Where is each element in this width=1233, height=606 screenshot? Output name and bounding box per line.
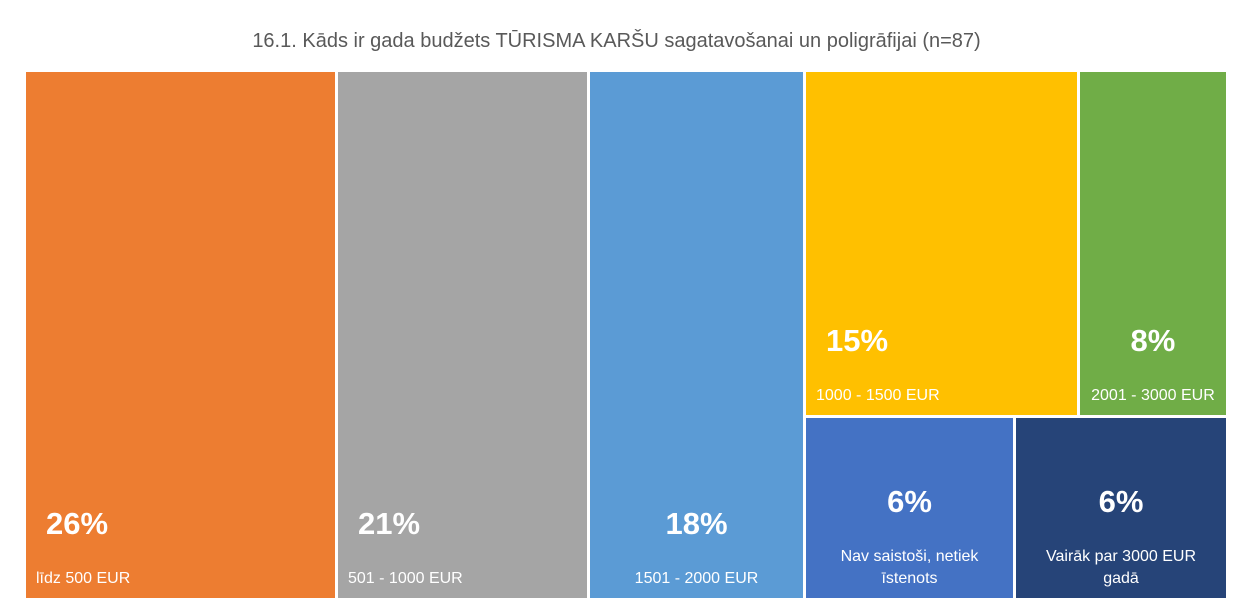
category-label: 501 - 1000 EUR: [348, 570, 463, 587]
category-label: 1501 - 2000 EUR: [634, 570, 759, 587]
value-label: 18%: [665, 506, 728, 541]
value-label: 21%: [358, 506, 421, 541]
tile: 18% 1501 - 2000 EUR: [590, 72, 803, 598]
value-label: 6%: [1098, 483, 1144, 519]
tile: 8% 2001 - 3000 EUR: [1079, 72, 1226, 415]
category-label: 1000 - 1500 EUR: [816, 386, 940, 404]
category-label: 2001 - 3000 EUR: [1091, 386, 1215, 404]
chart-title: 16.1. Kāds ir gada budžets TŪRISMA KARŠU…: [252, 30, 981, 52]
tile: 15% 1000 - 1500 EUR: [806, 72, 1077, 415]
category-label: Vairāk par 3000 EUR gadā: [1046, 547, 1196, 587]
value-label: 8%: [1130, 322, 1176, 358]
tile: 6% Nav saistoši, netiek īstenots: [806, 417, 1013, 598]
value-label: 6%: [887, 483, 932, 519]
tile: 26% līdz 500 EUR: [26, 72, 335, 598]
tile: 21% 501 - 1000 EUR: [338, 72, 587, 598]
value-label: 26%: [46, 506, 109, 541]
tile: 6% Vairāk par 3000 EUR gadā: [1016, 417, 1226, 598]
treemap: 26% līdz 500 EUR 21% 501 - 1000 EUR 18% 1501 …: [26, 72, 1226, 598]
category-label: līdz 500 EUR: [36, 570, 131, 587]
value-label: 15%: [826, 322, 889, 358]
category-label: Nav saistoši, netiek īstenots: [840, 547, 979, 587]
